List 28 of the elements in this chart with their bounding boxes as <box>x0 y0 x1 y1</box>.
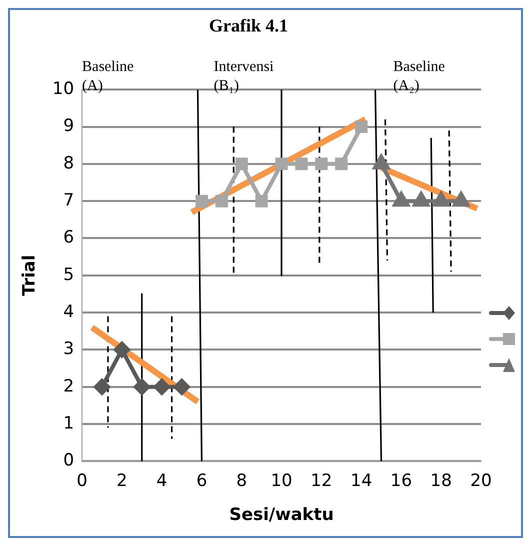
y-tick-label: 8 <box>63 153 74 174</box>
annotation: Baseline (A) <box>82 59 134 94</box>
y-tick-label: 4 <box>63 302 74 322</box>
x-axis-title: Sesi/waktu <box>229 505 334 526</box>
y-tick-label: 2 <box>63 376 74 396</box>
y-tick-label: 3 <box>63 339 74 360</box>
y-axis-title: Trial <box>20 254 40 296</box>
x-tick-label: 2 <box>116 470 128 491</box>
annotation: Baseline (A₂) <box>393 59 446 94</box>
x-tick-label: 18 <box>430 470 452 491</box>
y-tick-label: 9 <box>63 116 74 136</box>
x-tick-label: 10 <box>270 470 292 491</box>
x-tick-label: 6 <box>196 470 208 491</box>
y-tick-label: 5 <box>63 264 74 285</box>
x-tick-label: 8 <box>236 470 248 491</box>
x-tick-label: 12 <box>310 470 332 491</box>
y-tick-label: 0 <box>63 450 74 471</box>
y-tick-label: 10 <box>52 79 74 100</box>
x-tick-label: 16 <box>390 470 412 491</box>
y-tick-label: 7 <box>63 190 74 210</box>
y-tick-label: 6 <box>63 228 74 248</box>
y-tick-label: 1 <box>63 413 74 434</box>
x-tick-label: 0 <box>76 470 88 491</box>
x-tick-label: 4 <box>156 470 168 491</box>
x-tick-label: 20 <box>470 470 492 491</box>
annotation: Intervensi (B₁) <box>214 59 274 94</box>
chart-title: Grafik 4.1 <box>209 15 288 36</box>
x-tick-label: 14 <box>350 470 372 491</box>
